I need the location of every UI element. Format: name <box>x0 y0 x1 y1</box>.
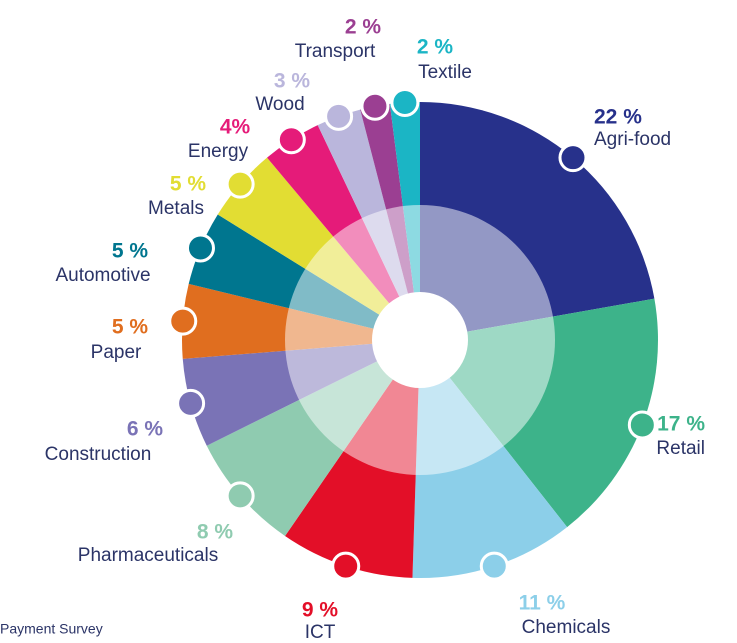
category-label: Chemicals <box>522 617 611 638</box>
category-label: Textile <box>418 62 472 83</box>
marker-dot <box>276 125 306 155</box>
category-label: Agri-food <box>594 129 671 150</box>
marker-dot <box>324 101 354 131</box>
value-label: 2 % <box>417 36 454 59</box>
category-label: Energy <box>188 141 249 162</box>
marker-dot <box>168 306 198 336</box>
source: Payment Survey <box>0 621 103 637</box>
value-label: 9 % <box>302 599 339 622</box>
value-label: 17 % <box>657 413 705 436</box>
value-label: 11 % <box>519 592 566 615</box>
marker-dot <box>185 233 215 263</box>
value-label: 22 % <box>594 106 642 129</box>
marker-dot <box>176 388 206 418</box>
value-label: 3 % <box>274 70 311 93</box>
value-label: 4% <box>220 116 251 139</box>
marker-dot <box>627 410 657 440</box>
marker-dot <box>225 169 255 199</box>
category-label: ICT <box>305 622 336 643</box>
marker-dot <box>390 87 420 117</box>
value-label: 5 % <box>112 240 149 263</box>
value-label: 8 % <box>197 521 234 544</box>
value-label: 6 % <box>127 418 164 441</box>
category-label: Automotive <box>55 265 150 286</box>
value-label: 5 % <box>170 173 207 196</box>
category-label: Transport <box>295 41 376 62</box>
marker-dot <box>479 551 509 581</box>
marker-dot <box>225 481 255 511</box>
category-label: Metals <box>148 198 204 219</box>
category-label: Paper <box>91 342 142 363</box>
marker-dot <box>360 91 390 121</box>
center-hole <box>372 292 468 388</box>
category-label: Pharmaceuticals <box>78 545 218 566</box>
category-label: Construction <box>45 444 152 465</box>
category-label: Retail <box>656 438 705 459</box>
value-label: 5 % <box>112 316 149 339</box>
value-label: 2 % <box>345 16 382 39</box>
marker-dot <box>331 551 361 581</box>
category-label: Wood <box>255 94 304 115</box>
marker-dot <box>558 143 588 173</box>
